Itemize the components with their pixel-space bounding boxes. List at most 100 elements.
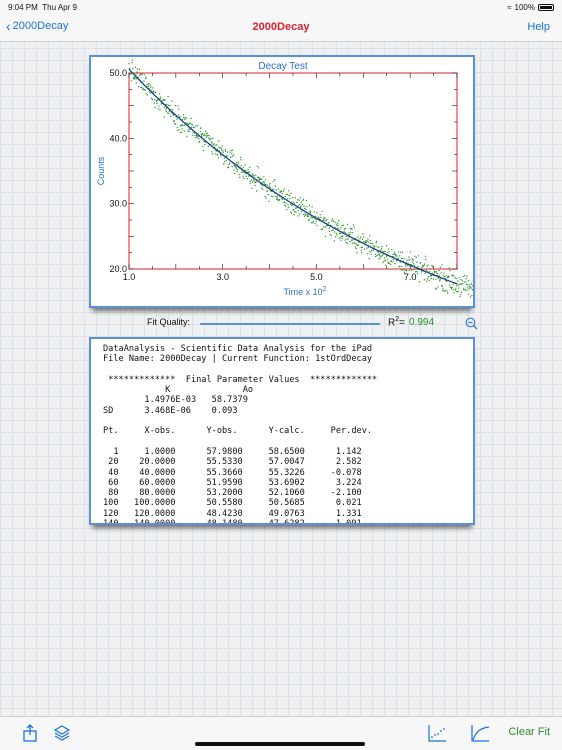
data-point: [184, 118, 186, 121]
data-point: [144, 77, 147, 80]
data-point: [294, 197, 296, 199]
data-point: [365, 240, 367, 242]
data-point: [154, 106, 156, 109]
data-point: [296, 199, 299, 201]
data-point: [180, 131, 183, 133]
data-point: [406, 259, 408, 261]
data-point: [168, 112, 170, 115]
data-point: [375, 240, 378, 242]
data-point: [173, 119, 175, 122]
data-point: [282, 190, 285, 192]
data-point: [299, 203, 301, 206]
data-point: [300, 205, 302, 207]
data-point: [135, 74, 137, 76]
data-point: [401, 265, 403, 268]
data-point: [416, 272, 419, 275]
layers-icon[interactable]: [52, 723, 72, 743]
share-icon[interactable]: [20, 723, 40, 743]
data-point: [352, 239, 354, 241]
data-point: [348, 232, 350, 234]
clear-fit-button[interactable]: Clear Fit: [508, 726, 550, 738]
data-point: [463, 274, 466, 277]
data-point: [315, 220, 317, 222]
data-point: [406, 269, 408, 272]
data-point: [460, 278, 462, 281]
data-point: [309, 211, 312, 213]
scatter-plot-icon[interactable]: [427, 723, 447, 743]
data-point: [153, 102, 155, 104]
data-point: [232, 154, 235, 156]
data-point: [468, 293, 470, 295]
data-point: [457, 284, 460, 286]
data-point: [233, 169, 235, 171]
data-point: [200, 127, 202, 129]
data-point: [378, 246, 380, 248]
back-button[interactable]: ‹ 2000Decay: [6, 19, 68, 33]
help-button[interactable]: Help: [527, 21, 550, 33]
data-point: [285, 202, 287, 204]
data-point: [303, 213, 305, 216]
data-point: [195, 137, 197, 139]
data-point: [296, 201, 298, 204]
data-point: [463, 287, 465, 290]
chart-panel[interactable]: Decay Test Counts Time x 102 1.0 3.0 5.0 7.…: [89, 55, 475, 308]
data-point: [275, 189, 277, 191]
data-point: [240, 159, 242, 161]
data-point: [153, 91, 155, 94]
data-point: [132, 67, 134, 70]
data-point: [391, 261, 393, 263]
data-point: [221, 149, 223, 151]
data-point: [141, 86, 143, 88]
data-point: [445, 280, 448, 283]
results-panel[interactable]: DataAnalysis - Scientific Data Analysis …: [89, 337, 475, 525]
data-point: [321, 210, 323, 213]
data-point: [227, 166, 230, 168]
data-point: [173, 123, 176, 125]
data-point: [382, 261, 384, 264]
data-point: [323, 219, 325, 221]
data-point: [231, 149, 234, 151]
data-point: [242, 175, 244, 177]
r2-label: R: [388, 317, 396, 329]
data-point: [174, 104, 177, 107]
data-point: [326, 218, 328, 221]
data-point: [252, 181, 254, 183]
data-point: [251, 173, 254, 175]
data-point: [451, 274, 453, 276]
data-point: [208, 135, 210, 137]
data-point: [399, 251, 402, 253]
data-point: [426, 278, 429, 280]
home-indicator: [195, 742, 365, 746]
data-point: [272, 195, 274, 198]
data-point: [424, 255, 427, 257]
data-point: [338, 228, 340, 230]
data-point: [377, 254, 380, 256]
data-point: [263, 176, 265, 178]
data-point: [450, 286, 452, 288]
data-point: [455, 277, 457, 280]
results-text: DataAnalysis - Scientific Data Analysis …: [103, 344, 378, 525]
data-point: [369, 239, 371, 242]
data-point: [419, 262, 422, 264]
data-point: [187, 130, 189, 132]
data-point: [134, 66, 137, 68]
data-point: [449, 269, 451, 272]
data-point: [260, 187, 263, 189]
data-point: [187, 123, 190, 126]
data-point: [458, 287, 460, 289]
data-point: [254, 184, 256, 187]
data-point: [310, 215, 312, 218]
data-point: [307, 215, 309, 217]
curve-fit-icon[interactable]: [470, 723, 490, 743]
data-point: [435, 271, 438, 273]
zoom-out-icon[interactable]: [465, 317, 478, 330]
data-point: [437, 277, 440, 279]
data-point: [220, 155, 222, 157]
data-point: [295, 207, 298, 209]
data-point: [440, 284, 443, 286]
data-point: [290, 192, 292, 195]
data-point: [206, 133, 208, 135]
x-tick-label: 5.0: [310, 272, 323, 282]
data-point: [375, 242, 377, 244]
data-point: [423, 264, 425, 266]
